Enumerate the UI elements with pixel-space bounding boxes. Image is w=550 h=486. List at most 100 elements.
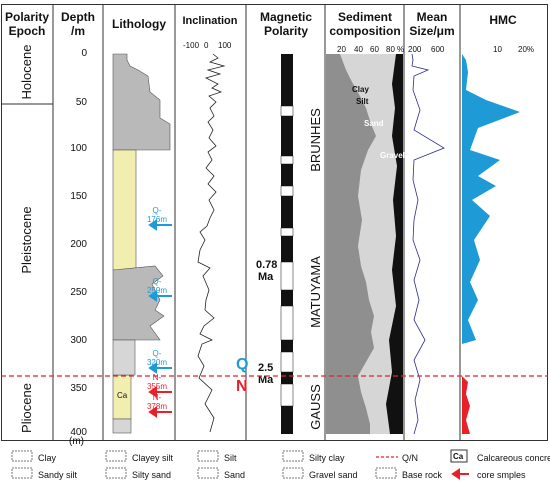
sed-tick: % (397, 45, 404, 54)
ca-label: Ca (117, 391, 128, 400)
legend-label: Calcareous concretion (477, 453, 550, 463)
header-magnetic: Magnetic (260, 10, 312, 24)
legend-label: Silty clay (309, 453, 345, 463)
sed-label-clay: Clay (352, 85, 369, 94)
sample-markers: Q-176mQ-259mQ-320mN-355mN-378m (147, 206, 172, 418)
epoch-pliocene: Pliocene (19, 383, 34, 433)
legend-label: Gravel sand (309, 470, 358, 480)
incl-tick: 100 (218, 41, 232, 50)
n-label: N (236, 378, 248, 395)
depth-unit: (m) (69, 436, 84, 447)
size-tick: 600 (431, 45, 445, 54)
age-25: 2.5 (258, 362, 273, 374)
age-ma1: Ma (258, 271, 274, 283)
mean-size-plot: 200 600 (408, 45, 445, 435)
legend-item: Ca Calcareous concretion (450, 449, 550, 463)
legend-ca: Ca (453, 452, 464, 461)
legend-label: Silt (224, 453, 237, 463)
hmc-tick: 10 (493, 45, 502, 54)
sample-marker: Q-320m (147, 349, 172, 374)
sample-label: N- (153, 373, 162, 382)
header-inclination: Inclination (183, 15, 238, 27)
depth-tick: 400 (70, 427, 87, 438)
legend-swatch (105, 467, 127, 479)
header-hmc: HMC (489, 13, 517, 27)
legend-label: Clay (38, 453, 57, 463)
legend-arrow-icon (451, 468, 469, 480)
depth-tick: 100 (70, 143, 87, 154)
legend-swatch (197, 467, 219, 479)
sediment-composition-plot: 20 40 60 80 % Clay Silt Sand Gravel (326, 45, 405, 434)
legend-swatch (197, 450, 219, 462)
sample-arrow-icon (148, 362, 172, 374)
sample-label: Q- (153, 277, 162, 286)
legend-item: Base rock (375, 467, 443, 480)
epoch-holocene: Holocene (19, 45, 34, 100)
sed-tick: 60 (370, 45, 379, 54)
hmc-plot: 10 20% (462, 45, 534, 434)
legend-swatch (282, 450, 304, 462)
sample-depth: 259m (147, 286, 167, 295)
sed-label-silt: Silt (356, 97, 369, 106)
sed-tick: 40 (354, 45, 363, 54)
legend-item: Gravel sand (282, 467, 358, 480)
depth-tick: 250 (70, 287, 87, 298)
legend-label: Sand (224, 470, 245, 480)
sed-label-gravel: Gravel (380, 151, 405, 160)
header-epoch: Epoch (9, 24, 46, 38)
legend-item: Sand (197, 467, 245, 480)
legend-item: Clay (11, 450, 57, 463)
lithology-column: Ca (112, 53, 171, 434)
figure-frame (1, 4, 548, 441)
header-mean: Mean (417, 10, 448, 24)
sample-marker: Q-259m (147, 277, 172, 302)
age-078: 0.78 (256, 259, 277, 271)
header-depth: Depth (61, 10, 95, 24)
sample-depth: 355m (147, 382, 167, 391)
depth-axis: 0 50 100 150 200 250 300 350 400 (m) (69, 48, 104, 447)
legend-swatch (11, 467, 33, 479)
legend-swatch (282, 467, 304, 479)
legend-item: Silt (197, 450, 237, 463)
chron-brunhes: BRUNHES (308, 108, 323, 172)
chron-gauss: GAUSS (308, 384, 323, 430)
sample-marker: N-378m (147, 393, 172, 418)
sed-label-sand: Sand (364, 119, 384, 128)
legend-item: Clayey silt (105, 450, 174, 463)
legend-item: Silty sand (105, 467, 171, 480)
header-lithology: Lithology (112, 17, 166, 31)
legend-swatch (375, 467, 397, 479)
incl-tick: 0 (204, 41, 209, 50)
sample-arrow-icon (148, 406, 172, 418)
header-polarity2: Polarity (264, 24, 308, 38)
header-size: Size/μm (409, 24, 454, 38)
legend-label: Q/N (402, 453, 418, 463)
epoch-pleistocene: Pleistocene (19, 206, 34, 273)
sample-arrow-icon (148, 290, 172, 302)
sample-arrow-icon (148, 219, 172, 231)
legend-label: Sandy silt (38, 470, 78, 480)
sample-label: Q- (153, 206, 162, 215)
chron-matuyama: MATUYAMA (308, 256, 323, 328)
header-sediment: Sediment (338, 10, 392, 24)
legend-swatch (11, 450, 33, 462)
header-composition: composition (329, 24, 400, 38)
sed-tick: 80 (386, 45, 395, 54)
depth-tick: 350 (70, 383, 87, 394)
sample-marker: N-355m (147, 373, 172, 398)
header-depth-unit: /m (71, 24, 85, 38)
polarity-column: BRUNHES MATUYAMA GAUSS 0.78 Ma 2.5 Ma Q … (236, 54, 323, 434)
inclination-plot: -100 0 100 (183, 41, 232, 433)
legend: Clay Clayey silt Silt Silty clay Q/N Ca Calcar… (11, 449, 550, 480)
legend-label: Silty sand (132, 470, 171, 480)
sample-marker: Q-176m (147, 206, 172, 231)
depth-tick: 50 (76, 97, 88, 108)
sample-depth: 320m (147, 358, 167, 367)
sample-label: Q- (153, 349, 162, 358)
legend-item: Q/N (376, 453, 418, 463)
sample-depth: 176m (147, 215, 167, 224)
sample-label: N- (153, 393, 162, 402)
sample-arrow-icon (148, 386, 172, 398)
legend-label: Base rock (402, 470, 443, 480)
